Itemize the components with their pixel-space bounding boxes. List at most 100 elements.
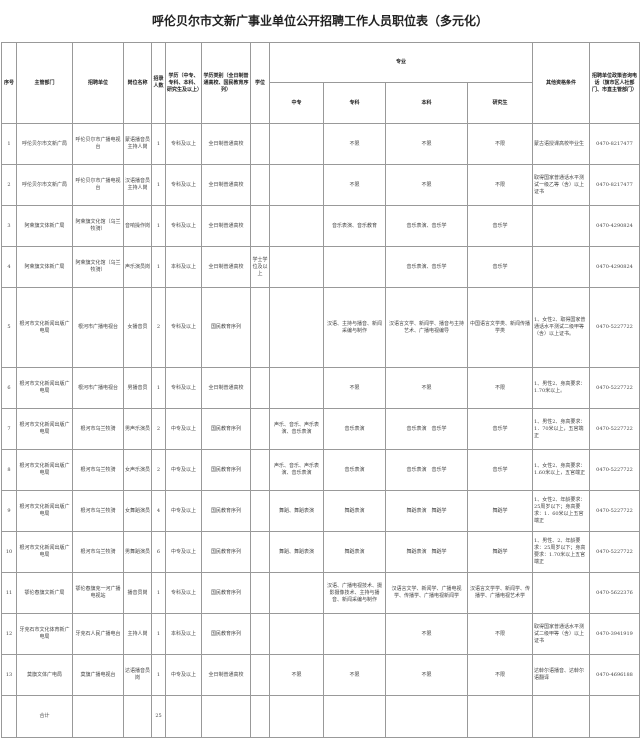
cell-yjs: 音乐学 bbox=[466, 449, 534, 491]
header-major-yjs: 研究生 bbox=[466, 82, 534, 124]
cell-dept: 呼伦贝尔市文新广局 bbox=[16, 164, 73, 206]
cell-yjs: 中国语言文学类、新闻传播学类 bbox=[466, 287, 534, 368]
cell-bk: 舞蹈表演 舞蹈学 bbox=[385, 531, 468, 573]
header-major-zz: 中专 bbox=[269, 82, 324, 124]
cell-other: 蒙古语授课高校毕业生 bbox=[532, 123, 591, 165]
cell-edu-type: 全日制普通高校 bbox=[201, 654, 251, 696]
cell-dept: 根河市文化新闻出版广电局 bbox=[16, 367, 73, 409]
cell-unit: 阿荣旗文化馆（乌兰牧骑） bbox=[72, 246, 124, 288]
cell-degree bbox=[250, 164, 270, 206]
cell-unit: 阿荣旗文化馆（乌兰牧骑） bbox=[72, 205, 124, 247]
cell-seq: 10 bbox=[1, 531, 17, 573]
cell-seq: 2 bbox=[1, 164, 17, 206]
cell-zk: 音乐表演 bbox=[323, 449, 386, 491]
header-seq: 序号 bbox=[1, 42, 17, 124]
cell-unit: 呼伦贝尔市广播电视台 bbox=[72, 164, 124, 206]
cell-edu-type: 国民教育序列 bbox=[201, 287, 251, 368]
cell-unit: 根河市乌兰牧骑 bbox=[72, 408, 124, 450]
header-major-bk: 本科 bbox=[385, 82, 468, 124]
header-phone: 招聘单位政策咨询电话（旗市区人社部门、市直主管部门） bbox=[589, 42, 640, 124]
cell-other: 取得国家普通话水平测试一级乙等（含）以上证书 bbox=[532, 164, 591, 206]
cell-unit: 根河市乌兰牧骑 bbox=[72, 490, 124, 532]
cell-post: 播音员岗 bbox=[123, 572, 152, 614]
cell-degree bbox=[250, 367, 270, 409]
header-degree: 学位 bbox=[250, 42, 270, 124]
cell-yjs: 音乐学 bbox=[466, 246, 534, 288]
cell-bk: 汉语言文学、新闻学、广播电视学、传播学、广播电视新闻学 bbox=[385, 572, 468, 614]
cell-edu: 中专及以上 bbox=[165, 531, 202, 573]
total-label: 合计 bbox=[16, 695, 73, 738]
cell-dept: 阿荣旗文体新广局 bbox=[16, 205, 73, 247]
cell-bk: 不限 bbox=[385, 367, 468, 409]
cell-other: 1、女性2、身高要求：1.60米以上，五官端正 bbox=[532, 449, 591, 491]
cell-other bbox=[532, 246, 591, 288]
cell-edu: 专科及以上 bbox=[165, 123, 202, 165]
cell-edu: 中专及以上 bbox=[165, 654, 202, 696]
cell-phone: 0470-4290824 bbox=[589, 246, 640, 288]
cell-count: 1 bbox=[151, 572, 166, 614]
header-edu-type: 学历类别（全日制普通高校、国民教育序列） bbox=[201, 42, 251, 124]
cell-bk: 音乐表演、音乐学 bbox=[385, 205, 468, 247]
table-row: 9 根河市文化新闻出版广电局 根河市乌兰牧骑 女舞蹈演员 4 中专及以上 国民教育序列 舞蹈、… bbox=[1, 490, 640, 532]
cell-edu-type: 国民教育序列 bbox=[201, 449, 251, 491]
table-row: 12 牙克石市文化体育新广电局 牙克石人民广播电台 主持人岗 1 本科及以上 国民教育序列 不… bbox=[1, 613, 640, 655]
header-other: 其他资格条件 bbox=[532, 42, 591, 124]
cell-zk: 汉语、广播电视技术、摄影摄像技术、主持与播音、新闻采编与制作 bbox=[323, 572, 386, 614]
table-row: 7 根河市文化新闻出版广电局 根河市乌兰牧骑 男声乐演员 2 中专及以上 国民教育序列 声乐、… bbox=[1, 408, 640, 450]
cell-count: 1 bbox=[151, 613, 166, 655]
cell-count: 1 bbox=[151, 205, 166, 247]
cell-count: 1 bbox=[151, 164, 166, 206]
cell-dept: 阿荣旗文体新广局 bbox=[16, 246, 73, 288]
cell-seq: 1 bbox=[1, 123, 17, 165]
cell-seq: 7 bbox=[1, 408, 17, 450]
cell-zz: 声乐、音乐、声乐表演、音乐表演 bbox=[269, 449, 324, 491]
cell-zk: 舞蹈表演 bbox=[323, 531, 386, 573]
cell-zk: 汉语、主持与播音、新闻采编与制作 bbox=[323, 287, 386, 368]
cell-dept: 牙克石市文化体育新广电局 bbox=[16, 613, 73, 655]
cell-edu-type: 全日制普通高校 bbox=[201, 123, 251, 165]
cell-bk: 舞蹈表演 舞蹈学 bbox=[385, 490, 468, 532]
cell-post: 主持人岗 bbox=[123, 613, 152, 655]
cell-dept: 根河市文化新闻出版广电局 bbox=[16, 287, 73, 368]
cell-seq: 3 bbox=[1, 205, 17, 247]
cell-dept: 根河市文化新闻出版广电局 bbox=[16, 531, 73, 573]
header-count: 招录人数 bbox=[151, 42, 166, 124]
cell-unit: 根河市乌兰牧骑 bbox=[72, 531, 124, 573]
table-row: 8 根河市文化新闻出版广电局 根河市乌兰牧骑 女声乐演员 2 中专及以上 国民教育序列 声乐、… bbox=[1, 449, 640, 491]
cell-zz bbox=[269, 287, 324, 368]
total-row: 合计 25 bbox=[1, 695, 640, 738]
cell-edu: 专科及以上 bbox=[165, 164, 202, 206]
page-title: 呼伦贝尔市文新广事业单位公开招聘工作人员职位表（多元化） bbox=[151, 14, 488, 28]
cell-edu-type: 全日制普通高校 bbox=[201, 164, 251, 206]
header-dept: 主管部门 bbox=[16, 42, 73, 124]
cell-edu-type: 国民教育序列 bbox=[201, 613, 251, 655]
cell-count: 1 bbox=[151, 654, 166, 696]
cell-zk: 音乐表演、音乐教育 bbox=[323, 205, 386, 247]
table-row: 13 莫旗文体广电局 莫旗广播电视台 达语播音员岗 1 中专及以上 全日制普通高校 不限 不限不… bbox=[1, 654, 640, 696]
cell-count: 2 bbox=[151, 287, 166, 368]
cell-unit: 根河市乌兰牧骑 bbox=[72, 449, 124, 491]
cell-degree: 学士学位及以上 bbox=[250, 246, 270, 288]
cell-unit: 莫旗广播电视台 bbox=[72, 654, 124, 696]
cell-zk: 不限 bbox=[323, 367, 386, 409]
cell-other: 1、男性2、身高要求：1．70米以上，五官端正 bbox=[532, 408, 591, 450]
cell-other: 1、男性、2、年龄要求：25周岁以下；身高要求：1.70米以上五官端正 bbox=[532, 531, 591, 573]
cell-other: 1、女性2、取得国家普通话水平测试二级甲等（含）以上证书。 bbox=[532, 287, 591, 368]
header-major-zk: 专科 bbox=[323, 82, 386, 124]
cell-unit: 根河市广播电视台 bbox=[72, 367, 124, 409]
cell-post: 达语播音员岗 bbox=[123, 654, 152, 696]
table-row: 3 阿荣旗文体新广局 阿荣旗文化馆（乌兰牧骑） 音响操作岗 1 专科及以上 全日制普通高校 音… bbox=[1, 205, 640, 247]
cell-zk: 舞蹈表演 bbox=[323, 490, 386, 532]
cell-bk: 不限 bbox=[385, 123, 468, 165]
cell-seq: 5 bbox=[1, 287, 17, 368]
cell-phone: 0470-8217477 bbox=[589, 123, 640, 165]
cell-seq: 12 bbox=[1, 613, 17, 655]
cell-count: 1 bbox=[151, 246, 166, 288]
cell-post: 蒙语播音员主持人岗 bbox=[123, 123, 152, 165]
cell-phone: 0470-5622376 bbox=[589, 572, 640, 614]
cell-zz: 舞蹈、舞蹈表演 bbox=[269, 490, 324, 532]
cell-phone: 0470-5227722 bbox=[589, 531, 640, 573]
cell-zz bbox=[269, 572, 324, 614]
cell-phone: 0470-8217477 bbox=[589, 164, 640, 206]
cell-zk: 不限 bbox=[323, 123, 386, 165]
